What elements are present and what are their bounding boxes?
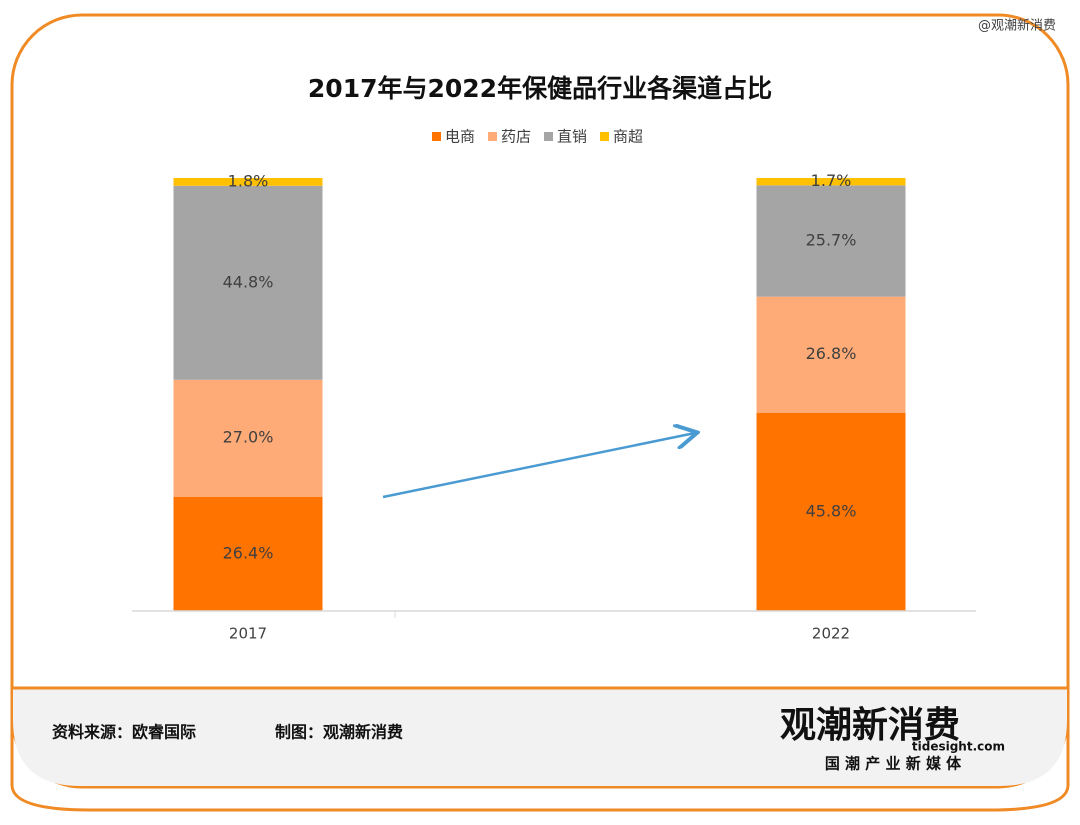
data-label: 27.0% (223, 428, 274, 447)
footer-band (13, 688, 1067, 786)
data-label: 26.4% (223, 543, 274, 562)
legend-swatch (544, 132, 553, 141)
legend-label: 电商 (445, 128, 475, 146)
bar-segment (173, 185, 323, 380)
bar-segment (173, 496, 323, 611)
bar-segment (173, 178, 323, 186)
legend-swatch (600, 132, 609, 141)
data-label: 45.8% (806, 501, 857, 520)
data-label: 1.7% (811, 171, 852, 190)
plot: 26.4% 27.0% 44.8% 1.8% 2017 45.8% 26.8% 25.7% 1.… (173, 171, 906, 643)
data-label: 26.8% (806, 344, 857, 363)
source-note: 资料来源：欧睿国际 (52, 723, 196, 742)
x-tick-label: 2022 (812, 625, 850, 643)
logo-site: tidesight.com (912, 740, 1005, 754)
legend-swatch (432, 132, 441, 141)
bar-segment (756, 412, 906, 611)
bar-segment (756, 178, 906, 186)
data-label: 44.8% (223, 272, 274, 291)
frame (10, 13, 1070, 789)
data-label: 1.8% (228, 171, 269, 190)
chart-title: 2017年与2022年保健品行业各渠道占比 (308, 74, 772, 103)
watermark: @观潮新消费 (978, 18, 1056, 34)
legend-label: 商超 (613, 128, 643, 146)
bar-segment (756, 185, 906, 297)
data-label: 25.7% (806, 231, 857, 250)
x-tick-label: 2017 (229, 625, 267, 643)
bar-segment (756, 296, 906, 413)
legend-label: 药店 (501, 128, 531, 146)
bar-segment (173, 379, 323, 497)
frame-bottom (10, 700, 1070, 812)
legend: 电商 药店 直销 商超 (432, 128, 643, 146)
legend-label: 直销 (557, 128, 587, 146)
logo-slogan: 国 潮 产 业 新 媒 体 (825, 755, 962, 773)
logo-name: 观潮新消费 (780, 705, 960, 746)
legend-swatch (488, 132, 497, 141)
trend-arrow (382, 433, 695, 499)
credit-note: 制图：观潮新消费 (275, 723, 403, 742)
